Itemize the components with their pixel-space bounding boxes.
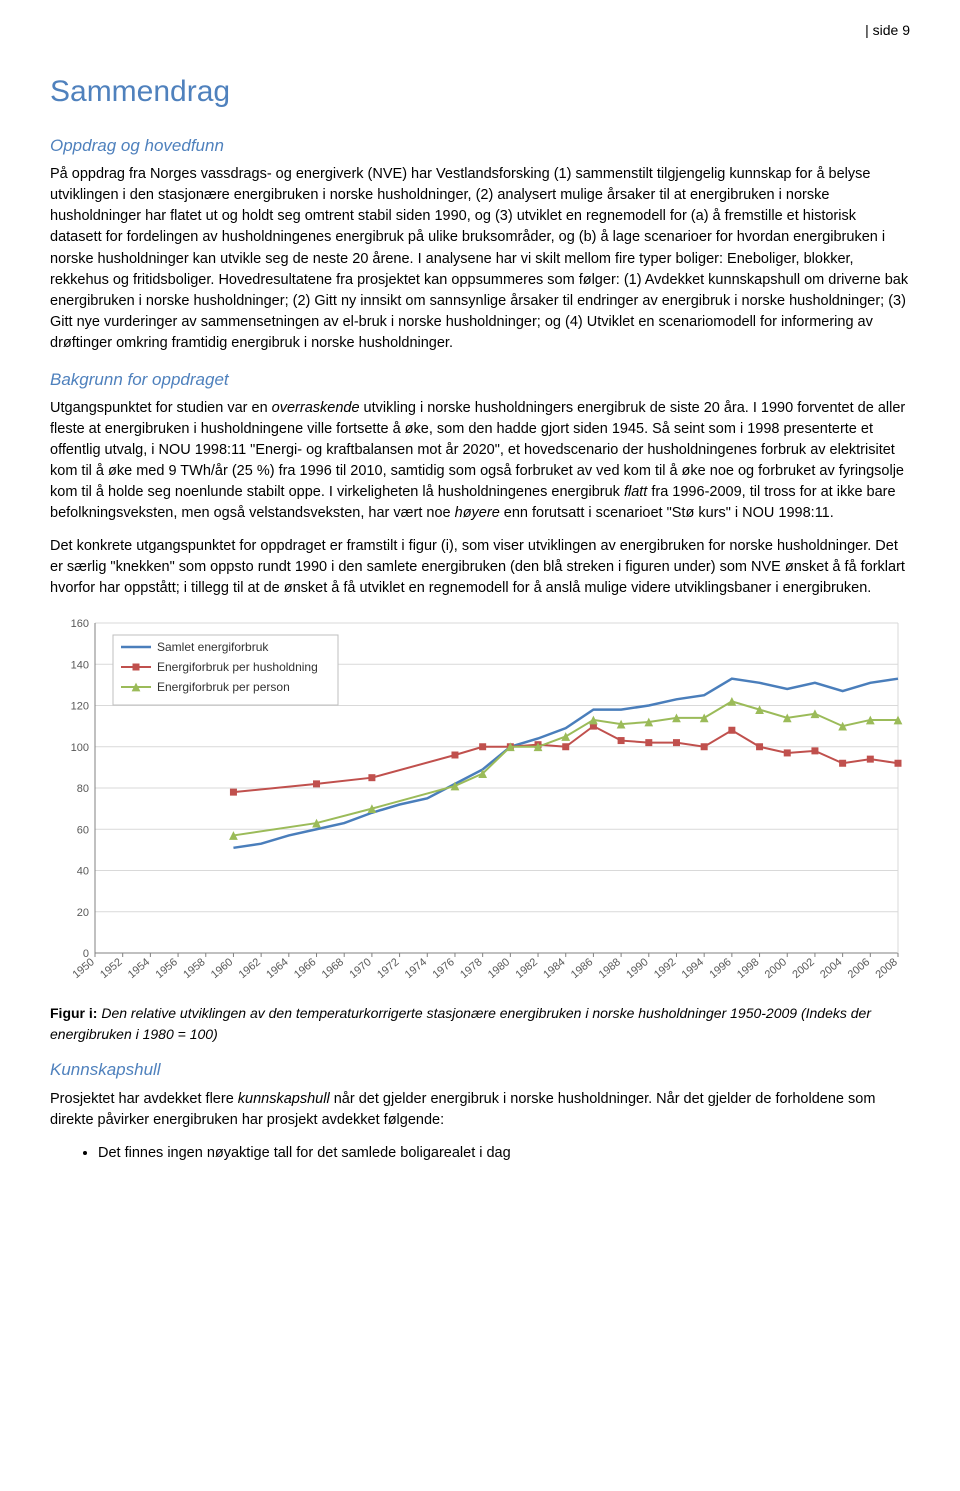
svg-text:2006: 2006 (846, 956, 872, 981)
svg-text:1964: 1964 (264, 956, 290, 981)
svg-text:1988: 1988 (597, 956, 623, 981)
svg-text:2000: 2000 (763, 956, 789, 981)
svg-text:1980: 1980 (486, 956, 512, 981)
svg-text:60: 60 (77, 825, 89, 837)
svg-text:1994: 1994 (680, 956, 706, 981)
section-heading-oppdrag: Oppdrag og hovedfunn (50, 134, 910, 159)
page-number: | side 9 (50, 20, 910, 40)
svg-text:1972: 1972 (375, 956, 401, 981)
para-kunnskapshull: Prosjektet har avdekket flere kunnskapsh… (50, 1089, 910, 1131)
text-run-italic: kunnskapshull (238, 1091, 330, 1107)
svg-text:1976: 1976 (430, 956, 456, 981)
text-run-italic: flatt (624, 484, 647, 500)
svg-text:1982: 1982 (513, 956, 539, 981)
svg-text:1960: 1960 (209, 956, 235, 981)
text-run: Utgangspunktet for studien var en (50, 400, 272, 416)
svg-text:140: 140 (71, 660, 89, 672)
text-run-italic: overraskende (272, 400, 360, 416)
svg-text:1978: 1978 (458, 956, 484, 981)
bullet-list: Det finnes ingen nøyaktige tall for det … (98, 1143, 910, 1164)
svg-text:1984: 1984 (541, 956, 567, 981)
svg-text:1974: 1974 (403, 956, 429, 981)
svg-text:1990: 1990 (624, 956, 650, 981)
svg-text:1998: 1998 (735, 956, 761, 981)
svg-text:1970: 1970 (347, 956, 373, 981)
svg-text:120: 120 (71, 701, 89, 713)
svg-text:1950: 1950 (70, 956, 96, 981)
caption-label: Figur i: (50, 1005, 97, 1021)
svg-text:2002: 2002 (790, 956, 816, 981)
chart-caption: Figur i: Den relative utviklingen av den… (50, 1003, 910, 1044)
svg-text:Energiforbruk per husholdning: Energiforbruk per husholdning (157, 660, 318, 674)
svg-text:1992: 1992 (652, 956, 678, 981)
text-run: Prosjektet har avdekket flere (50, 1091, 238, 1107)
svg-text:2004: 2004 (818, 956, 844, 981)
svg-text:1954: 1954 (126, 956, 152, 981)
energy-chart: 0204060801001201401601950195219541956195… (50, 611, 910, 1001)
text-run-italic: høyere (455, 505, 500, 521)
svg-text:Energiforbruk per person: Energiforbruk per person (157, 680, 290, 694)
svg-text:160: 160 (71, 618, 89, 630)
chart-svg: 0204060801001201401601950195219541956195… (50, 611, 910, 1001)
svg-text:20: 20 (77, 907, 89, 919)
svg-text:1952: 1952 (98, 956, 124, 981)
svg-text:2008: 2008 (873, 956, 899, 981)
bullet-item: Det finnes ingen nøyaktige tall for det … (98, 1143, 910, 1164)
svg-text:80: 80 (77, 783, 89, 795)
svg-text:1968: 1968 (320, 956, 346, 981)
text-run: enn forutsatt i scenarioet "Stø kurs" i … (500, 505, 834, 521)
svg-text:100: 100 (71, 742, 89, 754)
para-bakgrunn-2: Det konkrete utgangspunktet for oppdrage… (50, 536, 910, 599)
section-heading-bakgrunn: Bakgrunn for oppdraget (50, 368, 910, 393)
svg-text:1956: 1956 (154, 956, 180, 981)
svg-text:1958: 1958 (181, 956, 207, 981)
caption-body-text: Den relative utviklingen av den temperat… (50, 1005, 871, 1041)
para-oppdrag: På oppdrag fra Norges vassdrags- og ener… (50, 164, 910, 353)
page-title: Sammendrag (50, 70, 910, 114)
para-bakgrunn-1: Utgangspunktet for studien var en overra… (50, 398, 910, 524)
svg-text:1962: 1962 (237, 956, 263, 981)
svg-text:1966: 1966 (292, 956, 318, 981)
svg-text:40: 40 (77, 866, 89, 878)
svg-text:1996: 1996 (707, 956, 733, 981)
svg-text:1986: 1986 (569, 956, 595, 981)
section-heading-kunnskapshull: Kunnskapshull (50, 1058, 910, 1083)
svg-text:Samlet energiforbruk: Samlet energiforbruk (157, 640, 269, 654)
